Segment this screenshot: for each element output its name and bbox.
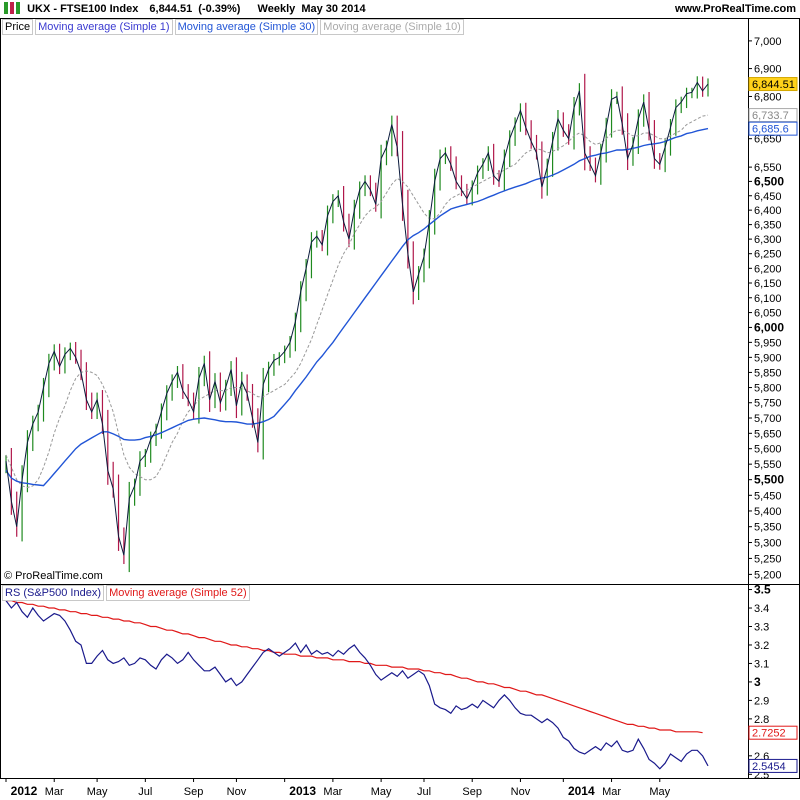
site-link[interactable]: www.ProRealTime.com	[674, 3, 796, 15]
rs-value-tag-box	[748, 758, 798, 773]
rs-y-tick-label: 3.5	[754, 583, 771, 597]
x-tick-label: Nov	[511, 786, 531, 798]
price-y-tick-label: 6,000	[754, 320, 784, 334]
x-tick-label: Sep	[462, 786, 482, 798]
price-y-tick-label: 5,300	[754, 538, 782, 550]
x-tick-label: May	[371, 786, 392, 798]
rs-ma52-line	[6, 600, 703, 734]
price-y-tick-label: 6,400	[754, 205, 782, 217]
price-y-tick-label: 6,550	[754, 162, 782, 174]
price-y-tick-label: 5,800	[754, 383, 782, 395]
x-tick-label: Sep	[184, 786, 204, 798]
last-price-tag-box	[748, 77, 798, 92]
legend-ma30[interactable]: Moving average (Simple 30)	[174, 19, 319, 35]
rs-y-tick-label: 3.4	[754, 603, 769, 615]
price-y-tick-label: 5,750	[754, 398, 782, 410]
rs-y-tick-label: 2.8	[754, 714, 769, 726]
price-y-tick-label: 5,700	[754, 413, 782, 425]
ma10-line	[5, 114, 709, 489]
symbol-title: UKX - FTSE100 Index	[27, 3, 139, 15]
header-bar: UKX - FTSE100 Index 6,844.51 (-0.39%) We…	[4, 0, 366, 18]
last-price: 6,844.51	[149, 3, 193, 15]
x-tick-label: Nov	[227, 786, 247, 798]
x-tick-label: Jul	[417, 786, 431, 798]
price-legend: Price Moving average (Simple 1) Moving a…	[2, 19, 464, 35]
price-y-tick-label: 6,250	[754, 249, 782, 261]
price-y-tick-label: 6,350	[754, 220, 782, 232]
x-tick-label: Mar	[323, 786, 342, 798]
legend-rs[interactable]: RS (S&P500 Index)	[2, 585, 104, 601]
price-y-tick-label: 6,800	[754, 91, 782, 103]
price-y-tick-label: 5,400	[754, 506, 782, 518]
price-y-tick-label: 6,300	[754, 234, 782, 246]
x-tick-label: Mar	[602, 786, 621, 798]
price-y-tick-label: 5,500	[754, 473, 784, 487]
price-y-tick-label: 6,200	[754, 263, 782, 275]
price-y-tick-label: 6,100	[754, 293, 782, 305]
price-y-tick-label: 6,050	[754, 308, 782, 320]
price-y-tick-label: 5,600	[754, 444, 782, 456]
last-price-tag: 6,844.51	[752, 79, 795, 91]
rs-y-tick-label: 2.9	[754, 695, 769, 707]
price-y-tick-label: 5,550	[754, 459, 782, 471]
x-tick-label: Mar	[45, 786, 64, 798]
price-y-tick-label: 6,150	[754, 278, 782, 290]
ma30-value-tag: 6,685.6	[752, 124, 789, 136]
price-y-tick-label: 5,950	[754, 337, 782, 349]
price-y-tick-label: 5,450	[754, 490, 782, 502]
price-y-tick-label: 5,250	[754, 553, 782, 565]
ma30-line	[5, 127, 709, 487]
price-y-tick-label: 6,450	[754, 191, 782, 203]
rs-ma52-value-tag-box	[748, 725, 798, 740]
legend-ma1[interactable]: Moving average (Simple 1)	[35, 19, 173, 35]
x-tick-label: May	[649, 786, 670, 798]
x-tick-label: May	[87, 786, 108, 798]
price-y-tick-label: 5,900	[754, 352, 782, 364]
candles-group	[5, 73, 709, 573]
x-tick-label: Jul	[138, 786, 152, 798]
rs-ma52-value-tag: 2.7252	[752, 728, 786, 740]
ma10-value-tag: 6,733.7	[752, 110, 789, 122]
x-tick-label: 2012	[11, 784, 38, 798]
rs-y-tick-label: 3.2	[754, 640, 769, 652]
price-y-tick-label: 5,650	[754, 428, 782, 440]
rs-value-tag: 2.5454	[752, 761, 786, 773]
legend-ma10[interactable]: Moving average (Simple 10)	[320, 19, 464, 35]
price-y-tick-label: 7,000	[754, 36, 782, 48]
rs-y-tick-label: 3.1	[754, 658, 769, 670]
price-y-tick-label: 6,900	[754, 64, 782, 76]
copyright: © ProRealTime.com	[4, 570, 103, 582]
price-y-tick-label: 5,850	[754, 367, 782, 379]
x-tick-label: 2014	[568, 784, 595, 798]
price-y-tick-label: 5,200	[754, 569, 782, 581]
ma10-value-tag-box	[748, 108, 798, 123]
period-date: Weekly May 30 2014	[257, 3, 366, 15]
rs-legend: RS (S&P500 Index) Moving average (Simple…	[2, 585, 250, 601]
price-close-line	[5, 81, 709, 556]
x-tick-label: 2013	[289, 784, 316, 798]
chart-frame	[0, 18, 800, 779]
price-change: (-0.39%)	[198, 3, 241, 15]
ma30-value-tag-box	[748, 121, 798, 136]
price-y-tick-label: 6,500	[754, 174, 784, 188]
legend-price[interactable]: Price	[2, 19, 34, 35]
candlestick-icon	[4, 2, 20, 14]
rs-y-tick-label: 3.3	[754, 621, 769, 633]
rs-line	[5, 600, 709, 770]
legend-rs-ma52[interactable]: Moving average (Simple 52)	[106, 585, 250, 601]
price-y-tick-label: 5,350	[754, 522, 782, 534]
price-y-tick-label: 6,650	[754, 134, 782, 146]
rs-y-tick-label: 3	[754, 675, 761, 689]
